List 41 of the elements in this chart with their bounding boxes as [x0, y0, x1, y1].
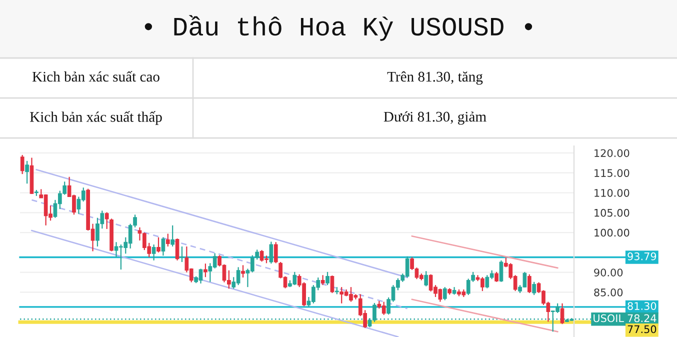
candlestick: [527, 274, 532, 294]
ref-line-label: 77.50: [628, 325, 656, 334]
candlestick: [532, 281, 536, 296]
candlestick: [494, 271, 498, 282]
candlestick: [166, 233, 170, 248]
candlestick: [330, 274, 334, 294]
candlestick: [560, 302, 564, 325]
candlestick: [180, 246, 184, 263]
text: Kich bản xác suất cao: [32, 70, 160, 82]
candlestick: [442, 286, 447, 301]
candlestick: [156, 236, 160, 253]
ref-line-label: 78.24: [628, 314, 656, 322]
text: Kich bản xác suất thấp: [30, 111, 162, 125]
candlestick: [320, 274, 325, 286]
ref-line-label: 93.79: [628, 252, 656, 260]
y-tick-label: 120.00: [594, 149, 630, 158]
candlestick: [152, 244, 156, 261]
chart-title: • Dầu thô Hoa Kỳ USOUSD •: [144, 15, 532, 41]
candlestick: [204, 263, 208, 278]
ref-line-label: 81.30: [628, 302, 656, 310]
y-tick-label: 85.00: [594, 288, 623, 296]
candlestick: [175, 238, 180, 261]
candlestick: [326, 271, 330, 286]
candlestick: [499, 260, 504, 282]
y-tick-label: 100.00: [594, 228, 630, 237]
y-tick-label: 90.00: [594, 268, 623, 276]
text: Dưới 81.30, giảm: [384, 111, 486, 125]
candlestick: [424, 270, 428, 287]
candlestick: [269, 241, 274, 264]
candlestick: [170, 224, 175, 248]
text: USOIL: [594, 314, 624, 322]
text: Trên 81.30, tăng: [387, 71, 483, 85]
y-tick-label: 110.00: [594, 188, 630, 197]
candlestick: [241, 264, 245, 278]
candlestick: [274, 242, 278, 264]
candlestick: [161, 236, 166, 256]
y-tick-label: 105.00: [594, 208, 630, 217]
y-tick-label: 115.00: [594, 169, 630, 177]
candlestick: [25, 160, 29, 184]
candlestick: [104, 212, 109, 230]
candlestick: [20, 154, 24, 175]
